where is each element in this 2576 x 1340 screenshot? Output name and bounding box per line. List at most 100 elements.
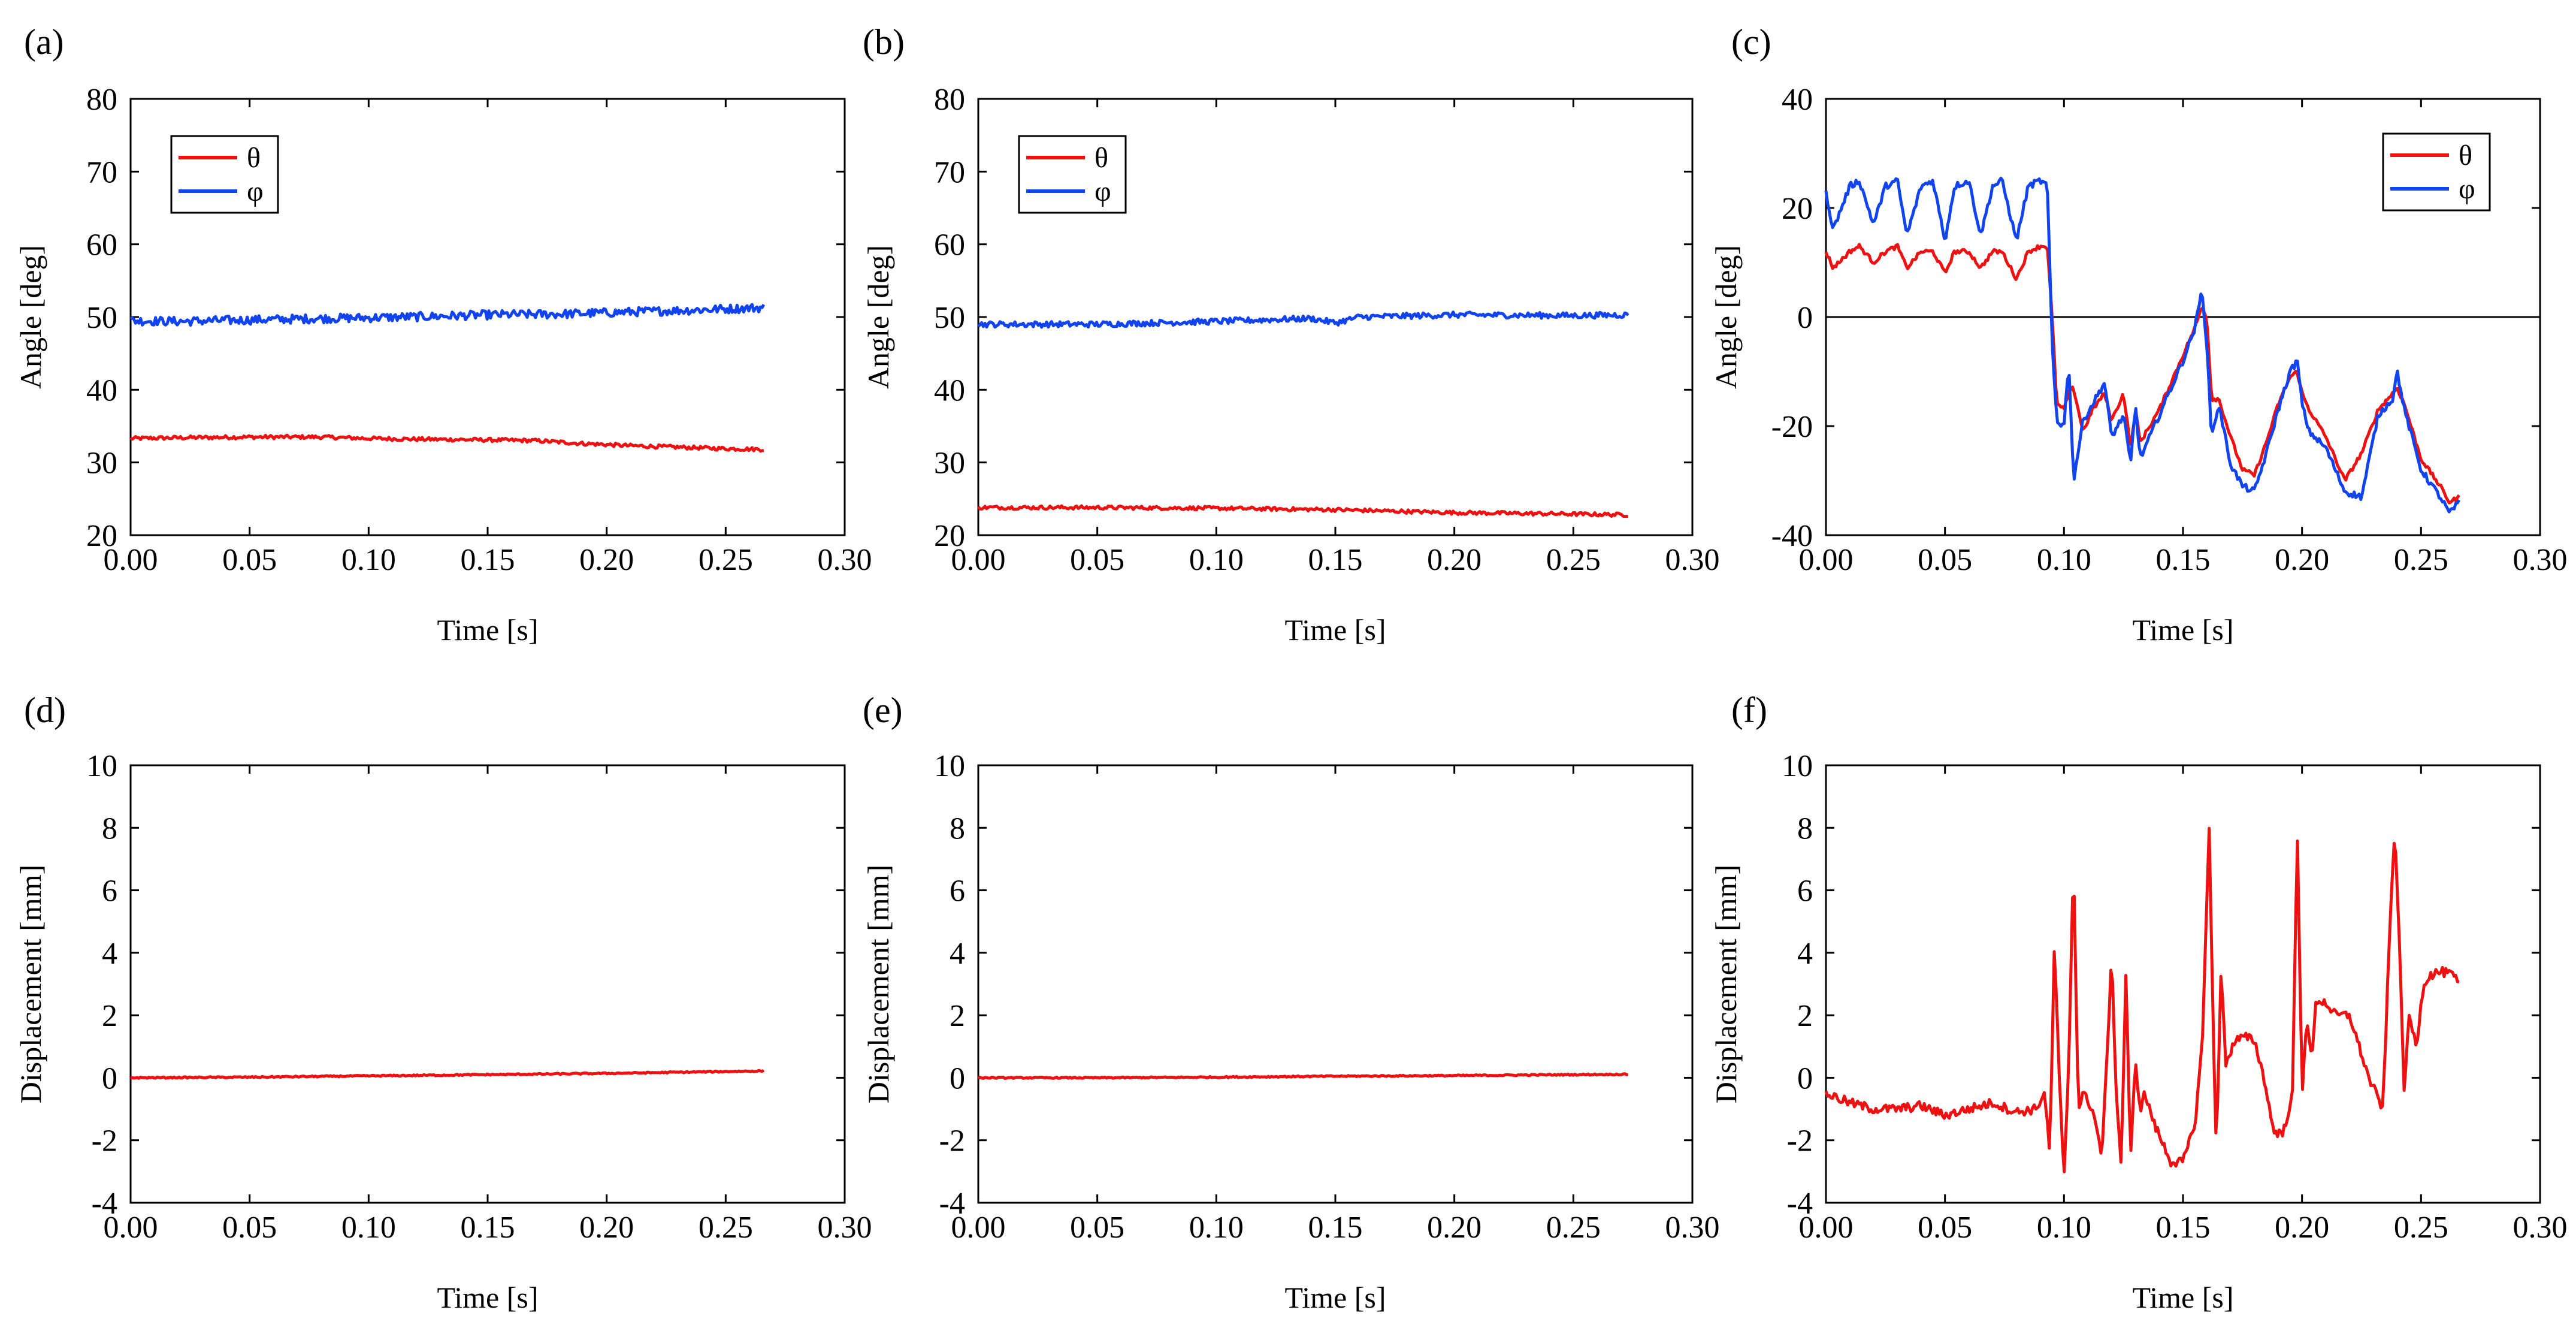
y-tick-label: 60 [934,228,965,262]
x-tick-label: 0.15 [1308,543,1363,577]
x-tick-label: 0.30 [818,543,872,577]
theta-series-line [129,433,764,453]
panel-d: (d) 0.00 0.05 0.10 0.15 0.20 0.25 0.30 -4 -2 0 2 4 6… [14,690,872,1314]
phi-series-line [977,310,1629,329]
x-tick-label: 0.25 [2394,1211,2448,1245]
panel-label: (e) [863,690,903,730]
y-tick-label: 20 [934,519,965,553]
theta-series-line [1824,243,2460,505]
panel-c: (c) 0.00 0.05 0.10 0.15 0.20 0.25 0.30 -40 -20 0 2… [1709,22,2568,647]
x-tick-label: 0.15 [461,1211,515,1245]
x-tick-label: 0.20 [1427,1211,1481,1245]
theta-legend-label: θ [247,142,261,174]
y-axis-label: Displacement [mm] [1709,865,1743,1104]
panel-b: (b) 0.00 0.05 0.10 0.15 0.20 0.25 0.30 20 30 40 50… [861,22,1720,647]
x-axis-label: Time [s] [1284,1281,1386,1314]
x-tick-label: 0.05 [1918,543,1972,577]
x-tick-label: 0.20 [579,1211,634,1245]
x-tick-label: 0.00 [104,1211,158,1245]
y-tick-label: 6 [102,874,117,909]
y-tick-label: 0 [1797,1061,1813,1095]
y-tick-label: -4 [1787,1187,1813,1221]
theta-series-line [977,504,1628,518]
y-tick-label: 70 [86,155,117,189]
panel-label: (a) [24,22,64,62]
y-tick-label: -4 [939,1187,965,1221]
x-tick-label: 0.15 [461,543,515,577]
x-tick-label: 0.20 [1427,543,1481,577]
y-tick-label: 4 [102,937,117,971]
phi-legend-label: φ [247,176,264,207]
panel-f: (f) 0.00 0.05 0.10 0.15 0.20 0.25 0.30 -4 -2 0 2 4 6… [1709,690,2568,1314]
x-tick-label: 0.10 [341,543,396,577]
y-tick-label: 40 [934,373,965,408]
x-tick-label: 0.20 [2275,1211,2329,1245]
y-axis-label: Displacement [mm] [14,865,47,1104]
x-tick-label: 0.25 [2394,543,2448,577]
x-tick-label: 0.00 [951,1211,1006,1245]
x-tick-label: 0.30 [818,1211,872,1245]
y-axis-label: Displacement [mm] [861,865,895,1104]
y-tick-label: 10 [86,749,117,783]
x-axis-label: Time [s] [437,613,538,647]
legend-box [2382,132,2491,212]
x-tick-label: 0.25 [699,1211,753,1245]
x-axis-label: Time [s] [1284,613,1386,647]
y-tick-label: 8 [950,811,965,846]
y-tick-label: -20 [1771,410,1813,444]
y-tick-label: 0 [102,1061,117,1095]
y-tick-label: 2 [1797,999,1813,1033]
y-tick-label: 60 [86,228,117,262]
y-tick-label: 8 [1797,811,1813,846]
y-tick-label: 20 [1782,192,1813,226]
x-tick-label: 0.10 [341,1211,396,1245]
panel-a: (a) 0.00 0.05 0.10 0.15 0.20 0.25 0.30 20 30 40 50… [14,22,872,647]
legend: θφ [2382,132,2491,212]
y-tick-label: 70 [934,155,965,189]
x-tick-label: 0.30 [1665,543,1720,577]
panel-label: (b) [863,22,905,62]
y-tick-label: 80 [934,83,965,117]
y-tick-label: -40 [1771,519,1813,553]
y-tick-label: 0 [950,1061,965,1095]
plot-frame [129,764,846,1204]
panel-label: (c) [1731,22,1771,62]
panel-label: (d) [24,690,66,730]
y-tick-label: 50 [934,301,965,335]
panel-e: (e) 0.00 0.05 0.10 0.15 0.20 0.25 0.30 -4 -2 0 2 4 6… [861,690,1720,1314]
y-tick-label: 40 [86,373,117,408]
x-axis-label: Time [s] [2132,1281,2233,1314]
x-tick-label: 0.10 [1189,1211,1244,1245]
y-tick-label: 2 [102,999,117,1033]
x-tick-label: 0.10 [1189,543,1244,577]
y-tick-label: 30 [86,446,117,481]
y-tick-label: -2 [939,1124,965,1158]
legend-box [1018,135,1127,214]
y-tick-label: 20 [86,519,117,553]
x-tick-label: 0.05 [1070,543,1124,577]
x-tick-label: 0.30 [1665,1211,1720,1245]
x-tick-label: 0.05 [1070,1211,1124,1245]
displacement-series-line [131,1069,765,1080]
y-tick-label: -2 [92,1124,117,1158]
x-tick-label: 0.25 [699,543,753,577]
x-tick-label: 0.00 [1799,543,1854,577]
panel-label: (f) [1731,690,1767,730]
x-tick-label: 0.05 [222,1211,277,1245]
x-tick-label: 0.00 [951,543,1006,577]
plot-frame [977,764,1694,1204]
y-tick-label: 0 [1797,301,1813,335]
x-tick-label: 0.00 [104,543,158,577]
y-tick-label: -2 [1787,1124,1813,1158]
y-tick-label: 4 [950,937,965,971]
x-tick-label: 0.10 [2037,543,2091,577]
x-tick-label: 0.05 [1918,1211,1972,1245]
y-tick-label: 50 [86,301,117,335]
x-tick-label: 0.15 [2156,543,2211,577]
x-axis-label: Time [s] [437,1281,538,1314]
x-tick-label: 0.30 [2513,543,2568,577]
x-tick-label: 0.25 [1546,1211,1601,1245]
y-tick-label: 10 [1782,749,1813,783]
legend: θφ [1018,135,1127,214]
